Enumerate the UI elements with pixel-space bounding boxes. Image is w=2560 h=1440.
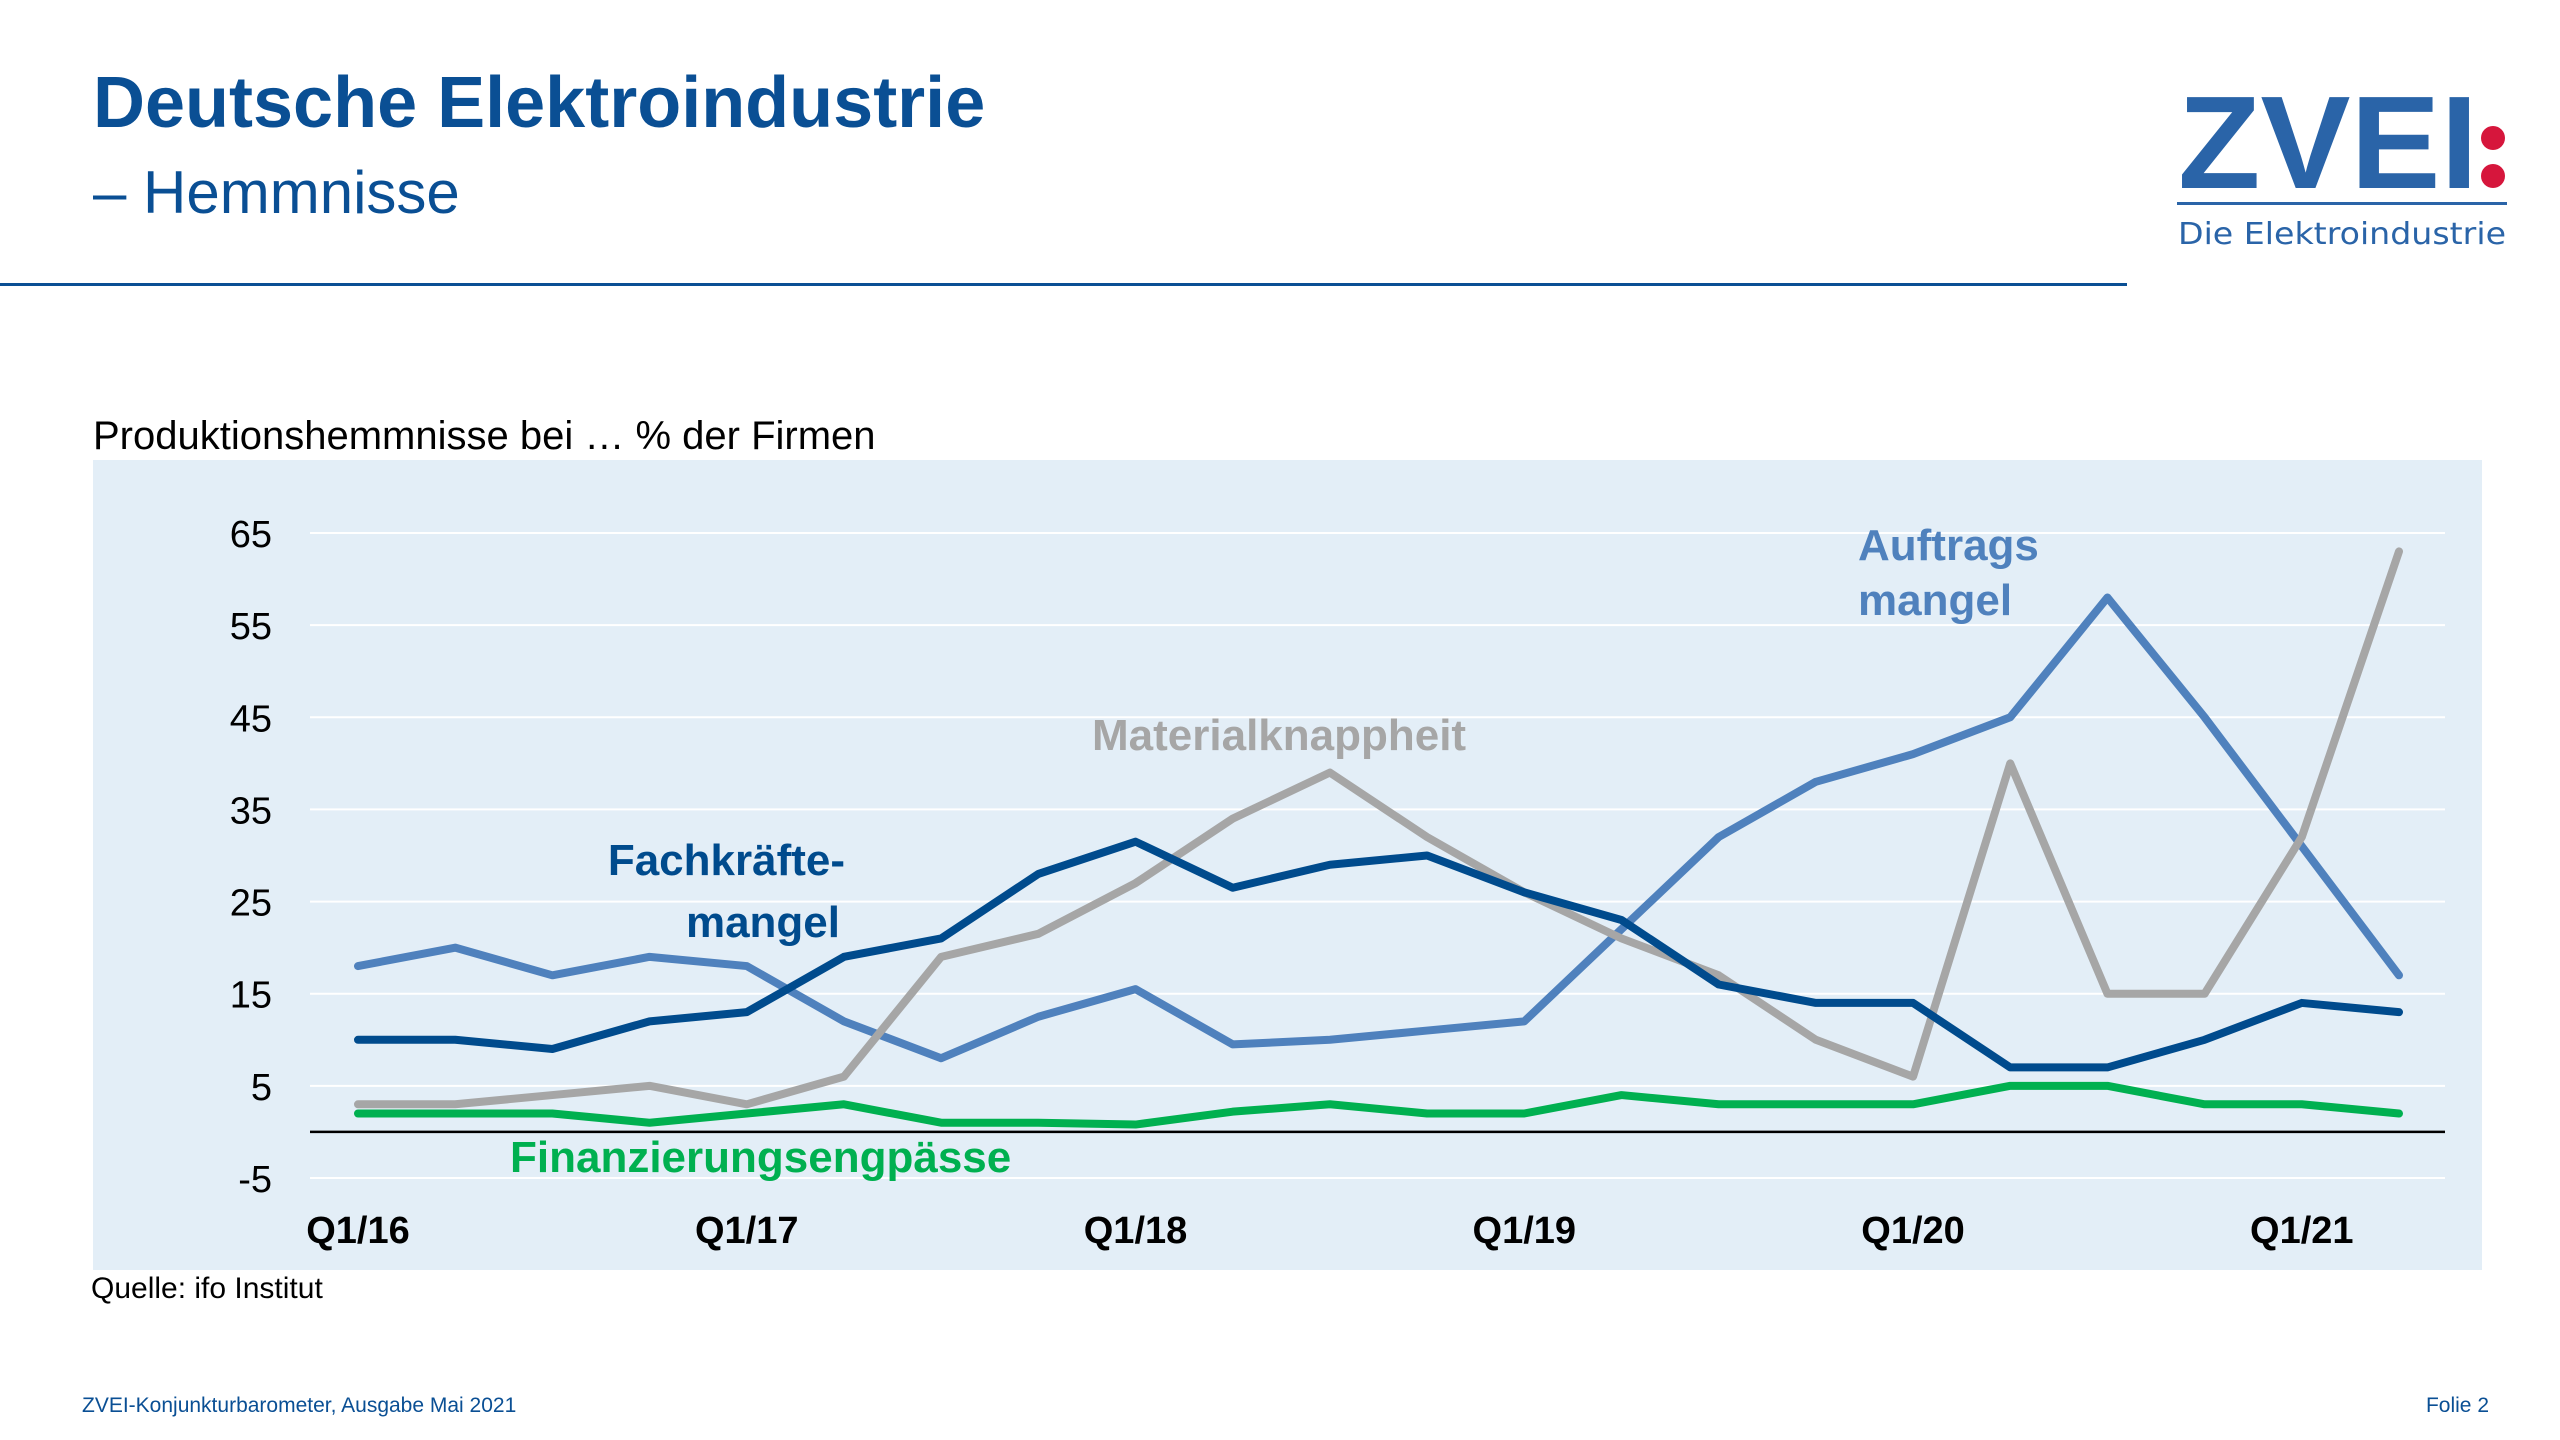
- y-tick-label: 65: [230, 514, 272, 556]
- header-divider: [0, 283, 2127, 286]
- label-auftragsmangel: mangel: [1858, 576, 2012, 625]
- page-subtitle: – Hemmnisse: [93, 159, 460, 226]
- y-tick-label: 15: [230, 975, 272, 1017]
- y-tick-label: 35: [230, 790, 272, 832]
- y-tick-label: 25: [230, 883, 272, 925]
- footer-publication: ZVEI-Konjunkturbarometer, Ausgabe Mai 20…: [82, 1394, 517, 1417]
- x-tick-label: Q1/18: [1084, 1210, 1188, 1252]
- footer-slide-number: Folie 2: [2425, 1394, 2489, 1417]
- series-line-3: [354, 1081, 2403, 1129]
- label-finanzierungsengpaesse: Finanzierungsengpässe: [510, 1133, 1011, 1182]
- x-tick-label: Q1/17: [695, 1210, 799, 1252]
- series-line-0: [354, 593, 2403, 1063]
- series-line-1: [354, 547, 2403, 1109]
- label-materialknappheit: Materialknappheit: [1092, 711, 1466, 760]
- y-tick-label: 55: [230, 606, 272, 648]
- x-tick-label: Q1/19: [1473, 1210, 1577, 1252]
- series-line-2: [354, 837, 2403, 1072]
- x-tick-label: Q1/16: [306, 1210, 410, 1252]
- source-note: Quelle: ifo Institut: [91, 1272, 323, 1305]
- page-title: Deutsche Elektroindustrie: [93, 63, 986, 143]
- label-fachkraeftemangel: Fachkräfte-: [608, 836, 845, 885]
- label-fachkraeftemangel: mangel: [686, 898, 840, 947]
- chart-title: Produktionshemmnisse bei … % der Firmen: [93, 414, 876, 458]
- label-auftragsmangel: Auftrags: [1858, 521, 2039, 570]
- chart-background: [93, 460, 2482, 1270]
- y-tick-label: 45: [230, 698, 272, 740]
- x-tick-label: Q1/20: [1861, 1210, 1965, 1252]
- x-tick-label: Q1/21: [2250, 1210, 2354, 1252]
- y-tick-label: -5: [238, 1159, 272, 1201]
- y-tick-label: 5: [251, 1067, 272, 1109]
